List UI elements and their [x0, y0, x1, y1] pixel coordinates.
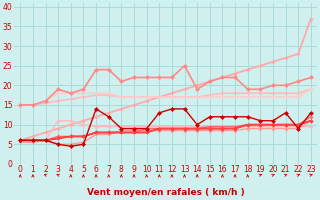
X-axis label: Vent moyen/en rafales ( km/h ): Vent moyen/en rafales ( km/h )	[87, 188, 244, 197]
